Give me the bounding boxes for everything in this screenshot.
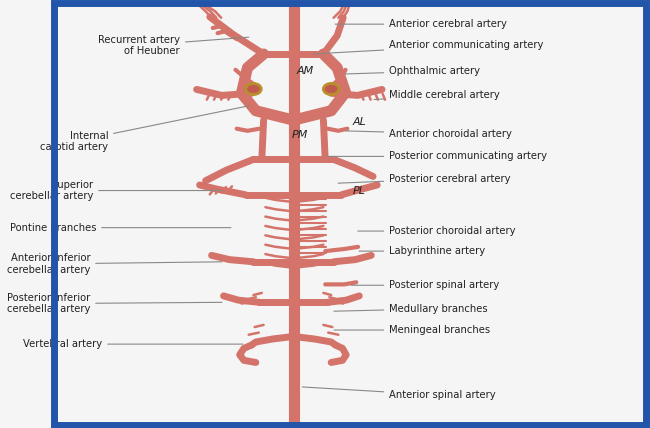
Text: Vertebral artery: Vertebral artery: [23, 339, 243, 349]
Text: Ophthalmic artery: Ophthalmic artery: [344, 66, 480, 76]
Text: Anterior inferior
cerebellar artery: Anterior inferior cerebellar artery: [6, 253, 222, 275]
Text: Labyrinthine artery: Labyrinthine artery: [359, 246, 486, 256]
Text: AL: AL: [352, 117, 366, 127]
Text: Recurrent artery
of Heubner: Recurrent artery of Heubner: [98, 35, 249, 56]
Circle shape: [246, 83, 261, 95]
Text: Anterior spinal artery: Anterior spinal artery: [302, 387, 496, 400]
Text: Pontine branches: Pontine branches: [10, 223, 231, 233]
Text: Posterior spinal artery: Posterior spinal artery: [351, 280, 499, 290]
Text: Posterior cerebral artery: Posterior cerebral artery: [338, 174, 511, 184]
Text: Posterior choroidal artery: Posterior choroidal artery: [358, 226, 515, 236]
Circle shape: [324, 83, 339, 95]
Text: Medullary branches: Medullary branches: [334, 304, 488, 314]
Text: Middle cerebral artery: Middle cerebral artery: [374, 90, 500, 101]
Text: Posterior communicating artery: Posterior communicating artery: [328, 152, 547, 161]
Text: Superior
cerebellar artery: Superior cerebellar artery: [10, 180, 222, 201]
Text: Posterior inferior
cerebellar artery: Posterior inferior cerebellar artery: [6, 293, 222, 315]
Text: Anterior choroidal artery: Anterior choroidal artery: [345, 129, 512, 139]
Text: Anterior communicating artery: Anterior communicating artery: [314, 41, 543, 54]
Text: PL: PL: [353, 185, 366, 196]
Text: Meningeal branches: Meningeal branches: [334, 325, 490, 335]
Text: Internal
carotid artery: Internal carotid artery: [40, 106, 249, 152]
Text: AM: AM: [297, 66, 314, 76]
Text: PM: PM: [291, 130, 307, 140]
Text: Anterior cerebral artery: Anterior cerebral artery: [335, 19, 507, 29]
